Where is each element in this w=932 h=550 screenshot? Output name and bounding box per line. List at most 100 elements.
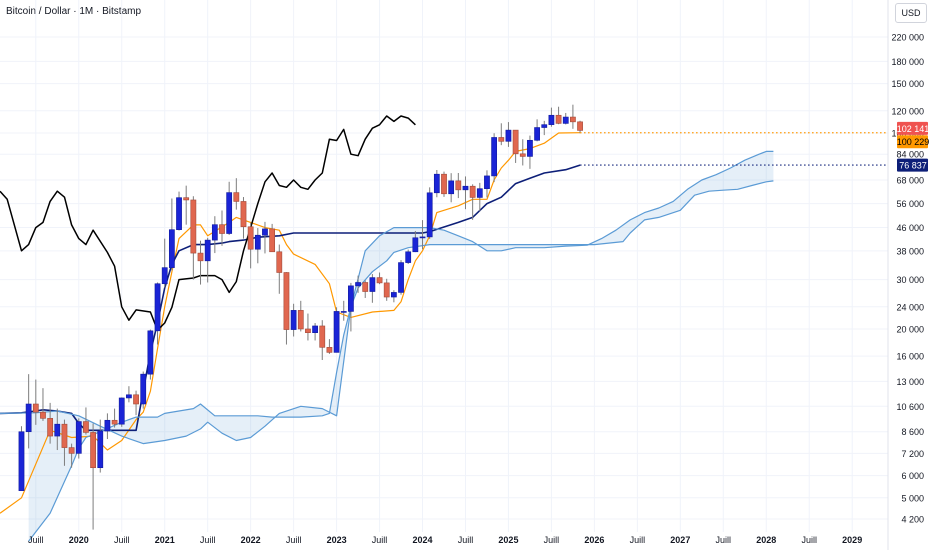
- candle-body: [269, 228, 276, 253]
- y-tick-label: 38 000: [896, 246, 924, 256]
- price-axis-label-text: 100 229: [897, 137, 930, 147]
- candle-body: [147, 330, 154, 375]
- x-tick-label: 2020: [69, 535, 89, 545]
- y-tick-label: 24 000: [896, 302, 924, 312]
- candle-body: [577, 121, 583, 131]
- candle-body: [211, 224, 218, 241]
- cloud-fill: [28, 151, 774, 542]
- x-tick-label: 2021: [155, 535, 175, 545]
- y-tick-label: 220 000: [891, 33, 924, 43]
- x-tick-label: Juill: [801, 535, 817, 545]
- x-tick-label: Juill: [544, 535, 560, 545]
- x-tick-label: 2028: [756, 535, 776, 545]
- y-tick-label: 8 600: [901, 427, 924, 437]
- y-tick-label: 4 200: [901, 515, 924, 525]
- candle-body: [240, 201, 247, 228]
- candle-body: [190, 199, 197, 254]
- candle-body: [104, 419, 111, 432]
- candle-body: [233, 192, 240, 202]
- candle-body: [433, 173, 440, 194]
- candle-body: [118, 397, 125, 425]
- candle-body: [505, 129, 512, 142]
- candlesticks: [18, 104, 583, 530]
- x-tick-label: Juill: [630, 535, 646, 545]
- y-tick-label: 84 000: [896, 150, 924, 160]
- currency-button[interactable]: USD: [895, 3, 927, 23]
- price-lines: [580, 132, 888, 166]
- price-axis-label: 100 229: [897, 135, 930, 149]
- candle-body: [390, 292, 397, 298]
- x-tick-label: 2022: [241, 535, 261, 545]
- candle-body: [469, 185, 476, 198]
- series-line-kijun: [0, 164, 581, 432]
- candle-body: [276, 251, 283, 273]
- y-tick-label: 180 000: [891, 57, 924, 67]
- candle-body: [319, 325, 326, 348]
- candle-body: [376, 277, 383, 284]
- candle-body: [97, 430, 104, 469]
- candle-body: [90, 432, 96, 469]
- candle-body: [226, 192, 233, 234]
- series-line-tenkan: [0, 132, 581, 514]
- candle-body: [441, 173, 447, 195]
- series-line-chikou: [0, 115, 416, 331]
- candle-body: [498, 137, 505, 142]
- candle-body: [204, 239, 211, 262]
- candle-body: [75, 421, 82, 454]
- x-tick-label: 2023: [327, 535, 347, 545]
- candle-body: [340, 311, 347, 313]
- price-axis-label-bg: [897, 121, 928, 135]
- candle-body: [534, 127, 540, 141]
- candle-body: [32, 403, 39, 413]
- chart-title: Bitcoin / Dollar · 1M · Bitstamp: [6, 6, 142, 17]
- candle-body: [140, 373, 147, 405]
- candle-body: [25, 403, 32, 433]
- x-tick-label: Juill: [372, 535, 388, 545]
- x-tick-label: Juill: [458, 535, 474, 545]
- candle-body: [83, 421, 89, 433]
- candle-body: [570, 116, 576, 123]
- candle-body: [47, 418, 54, 437]
- candle-body: [369, 277, 376, 292]
- price-axis-label-text: 76 837: [899, 161, 927, 171]
- candle-body: [348, 285, 354, 312]
- y-tick-label: 46 000: [896, 223, 924, 233]
- x-tick-label: 2025: [498, 535, 518, 545]
- y-tick-label: 150 000: [891, 79, 924, 89]
- x-tick-label: Juill: [286, 535, 302, 545]
- candle-body: [426, 192, 433, 238]
- x-tick-label: Juill: [28, 535, 44, 545]
- candle-body: [491, 137, 498, 177]
- candle-body: [476, 188, 483, 198]
- candle-body: [283, 272, 290, 330]
- candle-body: [297, 310, 304, 330]
- candle-body: [68, 447, 75, 454]
- candle-body: [562, 116, 569, 124]
- price-axis-label-bg: [897, 158, 928, 172]
- candle-body: [548, 114, 555, 125]
- price-axis-label-text: 102 141: [897, 124, 930, 134]
- candle-body: [262, 228, 268, 236]
- x-tick-label: 2027: [670, 535, 690, 545]
- candle-body: [355, 282, 361, 287]
- candle-body: [448, 180, 455, 195]
- candle-body: [541, 124, 548, 128]
- candle-body: [383, 282, 390, 298]
- candle-body: [154, 283, 161, 332]
- x-tick-label: 2026: [584, 535, 604, 545]
- candle-body: [555, 114, 562, 124]
- y-tick-label: 5 000: [901, 493, 924, 503]
- y-tick-label: 16 000: [896, 352, 924, 362]
- candle-body: [133, 394, 139, 405]
- candle-body: [183, 197, 190, 201]
- y-tick-label: 56 000: [896, 199, 924, 209]
- y-tick-label: 6 000: [901, 471, 924, 481]
- price-axis: 4 200 5 000 6 000 7 200 8 600 10 600 13 000 16 …: [891, 33, 929, 525]
- ichimoku-cloud: [28, 151, 774, 542]
- candle-body: [398, 262, 404, 293]
- x-tick-label: 2029: [842, 535, 862, 545]
- candle-body: [512, 129, 519, 155]
- candle-body: [326, 347, 333, 353]
- candle-body: [455, 180, 462, 191]
